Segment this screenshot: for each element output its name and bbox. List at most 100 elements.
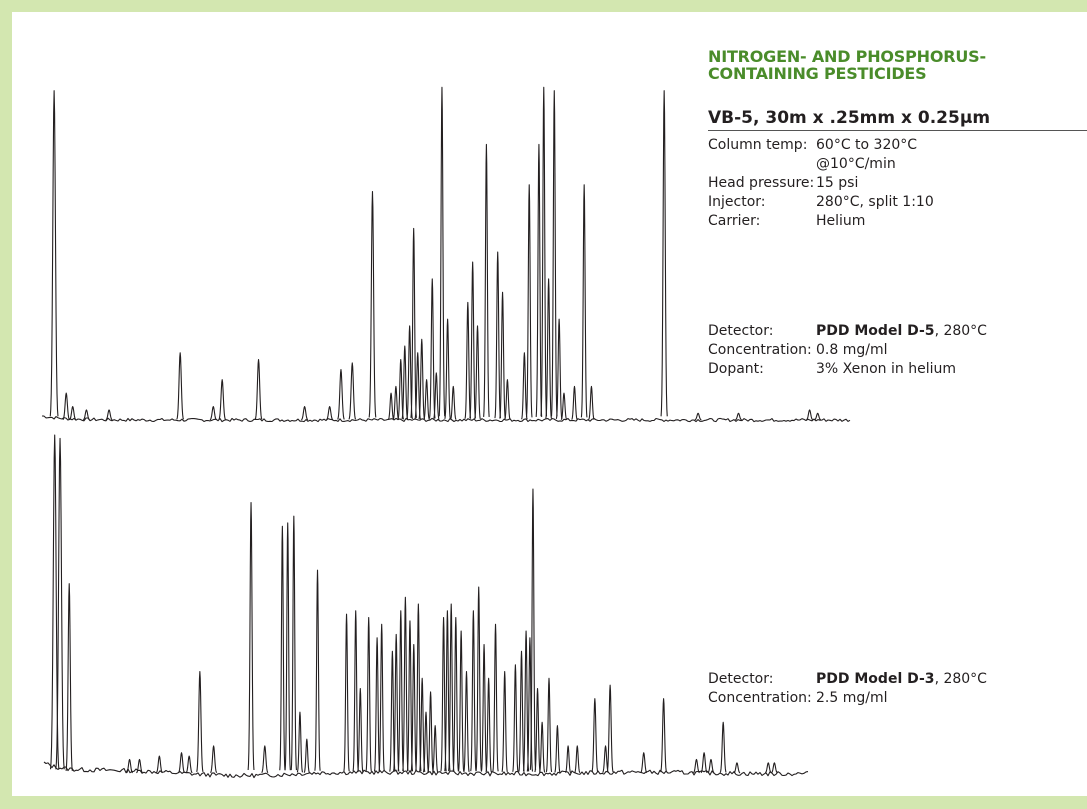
detector-temp: , 280°C bbox=[934, 323, 987, 339]
chromatogram-peak bbox=[378, 623, 385, 772]
chromatogram-peak bbox=[136, 758, 143, 774]
concentration-value: 0.8 mg/ml bbox=[816, 342, 888, 358]
condition-value: 280°C, split 1:10 bbox=[816, 194, 934, 210]
chromatogram-peak bbox=[427, 691, 434, 773]
chromatogram-peak bbox=[764, 762, 772, 774]
chromatogram-peak bbox=[464, 301, 472, 419]
detector-label: Detector: bbox=[708, 671, 774, 687]
detector-label: Detector: bbox=[708, 323, 774, 339]
chromatogram-peak bbox=[314, 569, 321, 771]
chromatogram-peak bbox=[518, 650, 525, 772]
detector-row: Detector: PDD Model D-3, 280°C bbox=[708, 670, 1087, 689]
chromatogram-peak bbox=[433, 372, 440, 420]
chromatogram-peak bbox=[423, 379, 430, 420]
detector-temp: , 280°C bbox=[934, 671, 987, 687]
chromatogram-peak bbox=[474, 325, 481, 420]
chromatogram-peak bbox=[410, 227, 417, 418]
chromatogram-peak bbox=[693, 758, 700, 774]
chromatogram-peak bbox=[545, 278, 552, 419]
chromatogram-peak bbox=[574, 745, 581, 773]
chromatogram-peak bbox=[247, 502, 255, 771]
chromatogram-peak bbox=[534, 687, 541, 773]
chromatogram-peak bbox=[65, 583, 73, 771]
chromatogram-peak bbox=[538, 721, 546, 773]
condition-row: Injector: 280°C, split 1:10 bbox=[708, 193, 1087, 212]
chromatogram-peak bbox=[326, 406, 334, 421]
chromatogram-peak bbox=[450, 385, 457, 420]
chromatogram-peak bbox=[580, 184, 588, 418]
chromatogram-peak bbox=[452, 616, 459, 772]
title-line-2: CONTAINING PESTICIDES bbox=[708, 64, 927, 83]
chromatogram-top bbox=[41, 86, 851, 423]
chromatogram-peak bbox=[284, 522, 291, 771]
chromatogram-peak bbox=[540, 86, 548, 417]
chromatogram-peak bbox=[368, 190, 377, 418]
chromatogram-peak bbox=[475, 586, 482, 771]
chromatogram-peak bbox=[438, 86, 446, 417]
chromatogram-peak bbox=[210, 745, 218, 774]
chromatogram-peak bbox=[463, 671, 470, 772]
chromatogram-peak bbox=[554, 725, 561, 773]
condition-label: Column temp: bbox=[708, 137, 808, 153]
chromatogram-peak bbox=[62, 392, 70, 421]
chromatogram-peak bbox=[733, 762, 741, 774]
chromatogram-peak bbox=[296, 711, 304, 773]
chromatogram-peak bbox=[300, 406, 309, 421]
chromatogram-peak bbox=[700, 752, 708, 774]
chromatogram-peak bbox=[770, 762, 778, 774]
chromatogram-peak bbox=[185, 755, 193, 774]
detector-model: PDD Model D-5 bbox=[816, 323, 935, 339]
chromatogram-peak bbox=[448, 603, 455, 772]
concentration-label: Concentration: bbox=[708, 342, 812, 358]
chromatogram-peak bbox=[155, 755, 163, 774]
chromatogram-peak bbox=[588, 385, 595, 420]
chromatogram-peak bbox=[290, 515, 297, 771]
chromatogram-peak bbox=[105, 409, 113, 421]
chromatogram-peak bbox=[279, 525, 286, 771]
baseline-trace bbox=[41, 415, 851, 423]
page-title: NITROGEN- AND PHOSPHORUS- CONTAINING PES… bbox=[708, 48, 1083, 82]
chromatogram-peak bbox=[560, 392, 568, 420]
chromatogram-peak bbox=[492, 623, 499, 772]
dopant-row: Dopant: 3% Xenon in helium bbox=[708, 360, 1087, 379]
condition-label: Carrier: bbox=[708, 213, 761, 229]
condition-row: Column temp: 60°C to 320°C @10°C/min bbox=[708, 136, 1087, 174]
chromatogram-peak bbox=[735, 412, 742, 421]
condition-row: Head pressure: 15 psi bbox=[708, 174, 1087, 193]
condition-label: Injector: bbox=[708, 194, 766, 210]
condition-row: Carrier: Helium bbox=[708, 212, 1087, 231]
detector-value: PDD Model D-3, 280°C bbox=[816, 670, 1087, 689]
chromatogram-peak bbox=[422, 711, 430, 773]
concentration-value: 2.5 mg/ml bbox=[816, 690, 888, 706]
chromatogram-peak bbox=[402, 596, 409, 772]
chromatogram-peak bbox=[357, 687, 364, 773]
chromatogram-peak bbox=[432, 725, 439, 773]
chromatogram-peak bbox=[82, 409, 90, 421]
detector-model: PDD Model D-3 bbox=[816, 671, 935, 687]
chromatogram-peak bbox=[397, 610, 404, 772]
detector-value: PDD Model D-5, 280°C bbox=[816, 322, 1087, 341]
chromatogram-peak bbox=[526, 637, 534, 772]
chromatogram-peak bbox=[373, 637, 381, 772]
chromatogram-peak bbox=[393, 633, 400, 772]
chromatogram-peak bbox=[126, 758, 134, 774]
chromatogram-peak bbox=[494, 251, 502, 419]
chromatogram-peak bbox=[415, 603, 422, 772]
chromatogram-peak bbox=[177, 752, 186, 774]
chromatogram-peak bbox=[483, 143, 490, 417]
chromatogram-peak bbox=[571, 385, 578, 420]
chromatogram-peak bbox=[254, 358, 263, 420]
chromatogram-peak bbox=[444, 318, 451, 419]
chromatogram-peak bbox=[504, 379, 511, 420]
detector-row: Detector: PDD Model D-5, 280°C bbox=[708, 322, 1087, 341]
chromatogram-peak bbox=[343, 613, 350, 772]
chromatogram-peak bbox=[457, 630, 465, 772]
chromatogram-peak bbox=[469, 261, 476, 419]
chromatogram-peak bbox=[428, 278, 436, 419]
chromatogram-peak bbox=[814, 412, 822, 421]
concentration-row: Concentration: 0.8 mg/ml bbox=[708, 341, 1087, 360]
chromatogram-peak bbox=[555, 318, 563, 419]
concentration-row: Concentration: 2.5 mg/ml bbox=[708, 689, 1087, 708]
concentration-label: Concentration: bbox=[708, 690, 812, 706]
chromatogram-peak bbox=[512, 664, 519, 772]
